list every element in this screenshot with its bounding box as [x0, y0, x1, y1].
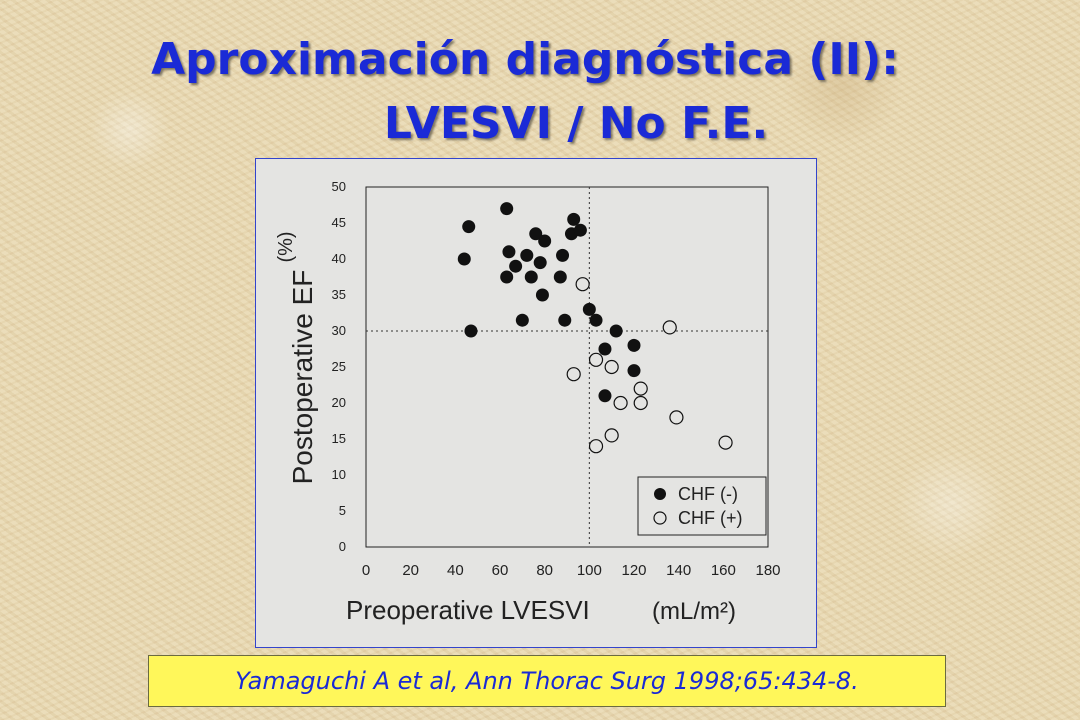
point-chf-negative	[556, 248, 570, 262]
y-tick-label: 30	[332, 323, 346, 338]
point-chf-negative	[524, 270, 538, 284]
point-chf-negative	[500, 270, 514, 284]
point-chf-negative	[589, 313, 603, 327]
point-chf-positive	[575, 277, 590, 292]
slide-title-line2: LVESVI / No F.E.	[383, 98, 769, 149]
y-tick-label: 45	[332, 215, 346, 230]
point-chf-negative	[573, 223, 587, 237]
y-tick-label: 0	[339, 539, 346, 554]
legend-box	[637, 476, 767, 536]
y-tick-label: 10	[332, 467, 346, 482]
point-chf-negative	[462, 220, 476, 234]
x-tick-label: 0	[362, 562, 370, 579]
y-tick-label: 15	[332, 431, 346, 446]
point-chf-negative	[627, 338, 641, 352]
point-chf-negative	[582, 302, 596, 316]
point-chf-negative	[520, 248, 534, 262]
x-tick-label: 160	[711, 562, 736, 579]
point-chf-negative	[502, 245, 516, 259]
point-chf-negative	[558, 313, 572, 327]
x-axis-unit: (mL/m²)	[652, 598, 736, 625]
x-tick-label: 20	[402, 562, 419, 579]
legend-marker-chf-positive	[653, 511, 667, 525]
point-chf-negative	[538, 234, 552, 248]
point-chf-positive	[633, 381, 648, 396]
citation-box: Yamaguchi A et al, Ann Thorac Surg 1998;…	[148, 655, 946, 707]
point-chf-negative	[567, 212, 581, 226]
y-tick-label: 50	[332, 179, 346, 194]
point-chf-negative	[627, 364, 641, 378]
point-chf-negative	[609, 324, 623, 338]
y-tick-label: 35	[332, 287, 346, 302]
x-tick-label: 180	[755, 562, 780, 579]
point-chf-negative	[535, 288, 549, 302]
slide-title-line1: Aproximación diagnóstica (II):	[151, 34, 899, 85]
x-tick-label: 120	[621, 562, 646, 579]
point-chf-positive	[588, 439, 604, 454]
x-tick-label: 140	[666, 562, 691, 579]
point-chf-positive	[633, 395, 648, 411]
y-tick-label: 5	[339, 503, 346, 518]
point-chf-negative	[598, 342, 612, 356]
x-tick-label: 80	[536, 562, 553, 579]
y-tick-label: 25	[332, 359, 346, 374]
point-chf-negative	[509, 259, 523, 273]
point-chf-positive	[566, 367, 581, 382]
legend-marker-chf-negative	[654, 488, 666, 500]
point-chf-positive	[718, 435, 733, 450]
point-chf-positive	[588, 352, 604, 367]
point-chf-negative	[500, 202, 514, 216]
y-axis-label: Postoperative EF	[287, 270, 318, 485]
point-chf-positive	[669, 410, 684, 425]
legend-label: CHF (-)	[678, 484, 738, 504]
point-chf-negative	[529, 227, 543, 241]
point-chf-positive	[613, 395, 628, 411]
x-axis-label: Preoperative LVESVI	[346, 595, 590, 625]
y-tick-label: 40	[332, 251, 346, 266]
y-axis-unit: (%)	[275, 231, 297, 262]
point-chf-negative	[598, 389, 612, 403]
point-chf-positive	[604, 428, 619, 443]
point-chf-negative	[464, 324, 478, 338]
point-chf-negative	[457, 252, 471, 266]
x-tick-label: 40	[447, 562, 464, 579]
x-tick-label: 60	[492, 562, 509, 579]
scatter-chart-frame: 0 5 10 15 20 25 30 35 40 45 50 0 20 40 60 80 100 120 140 16…	[255, 158, 817, 648]
point-chf-negative	[515, 313, 529, 327]
point-chf-positive	[662, 320, 677, 335]
point-chf-positive	[604, 359, 619, 375]
scatter-chart: 0 5 10 15 20 25 30 35 40 45 50 0 20 40 60 80 100 120 140 16…	[275, 179, 781, 625]
plot-area-border	[365, 186, 769, 548]
legend-label: CHF (+)	[678, 508, 743, 528]
point-chf-negative	[533, 256, 547, 270]
x-tick-label: 100	[577, 562, 602, 579]
y-tick-label: 20	[332, 395, 346, 410]
point-chf-negative	[553, 270, 567, 284]
